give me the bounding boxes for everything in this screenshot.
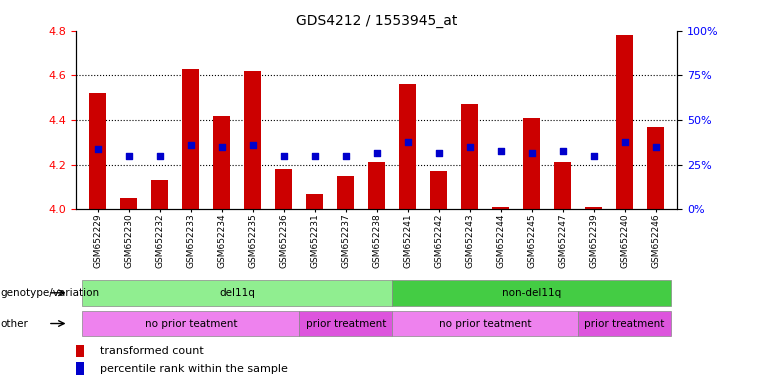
Bar: [120, 198, 137, 209]
Point: [587, 152, 600, 159]
Bar: [337, 176, 354, 209]
Text: no prior teatment: no prior teatment: [439, 318, 531, 329]
Point: [619, 139, 631, 146]
Point: [123, 152, 135, 159]
Bar: [616, 35, 633, 209]
Bar: [400, 84, 416, 209]
Text: del11q: del11q: [219, 288, 255, 298]
Bar: [461, 104, 478, 209]
Bar: [76, 345, 84, 357]
Point: [92, 146, 104, 152]
Title: GDS4212 / 1553945_at: GDS4212 / 1553945_at: [296, 14, 457, 28]
Text: other: other: [0, 318, 28, 329]
Bar: [151, 180, 168, 209]
Point: [215, 144, 228, 150]
Point: [556, 148, 568, 154]
Bar: [275, 169, 292, 209]
Bar: [578, 311, 671, 336]
Point: [371, 151, 383, 157]
Bar: [492, 207, 509, 209]
Bar: [213, 116, 231, 209]
Text: no prior teatment: no prior teatment: [145, 318, 237, 329]
Bar: [82, 280, 392, 306]
Bar: [392, 280, 671, 306]
Point: [526, 151, 538, 157]
Bar: [392, 311, 578, 336]
Bar: [89, 93, 107, 209]
Bar: [368, 162, 385, 209]
Point: [463, 144, 476, 150]
Point: [247, 141, 259, 147]
Point: [649, 144, 661, 150]
Point: [185, 141, 197, 147]
Bar: [182, 69, 199, 209]
Point: [495, 148, 507, 154]
Bar: [585, 207, 602, 209]
Point: [432, 151, 444, 157]
Text: transformed count: transformed count: [100, 346, 204, 356]
Bar: [244, 71, 261, 209]
Bar: [554, 162, 572, 209]
Point: [278, 152, 290, 159]
Bar: [430, 171, 447, 209]
Point: [339, 152, 352, 159]
Bar: [306, 194, 323, 209]
Bar: [299, 311, 392, 336]
Bar: [82, 311, 299, 336]
Text: percentile rank within the sample: percentile rank within the sample: [100, 364, 288, 374]
Text: non-del11q: non-del11q: [502, 288, 562, 298]
Text: prior treatment: prior treatment: [305, 318, 386, 329]
Point: [402, 139, 414, 146]
Text: genotype/variation: genotype/variation: [0, 288, 99, 298]
Bar: [76, 362, 84, 375]
Point: [154, 152, 166, 159]
Text: prior treatment: prior treatment: [584, 318, 665, 329]
Point: [309, 152, 321, 159]
Bar: [647, 127, 664, 209]
Bar: [523, 118, 540, 209]
